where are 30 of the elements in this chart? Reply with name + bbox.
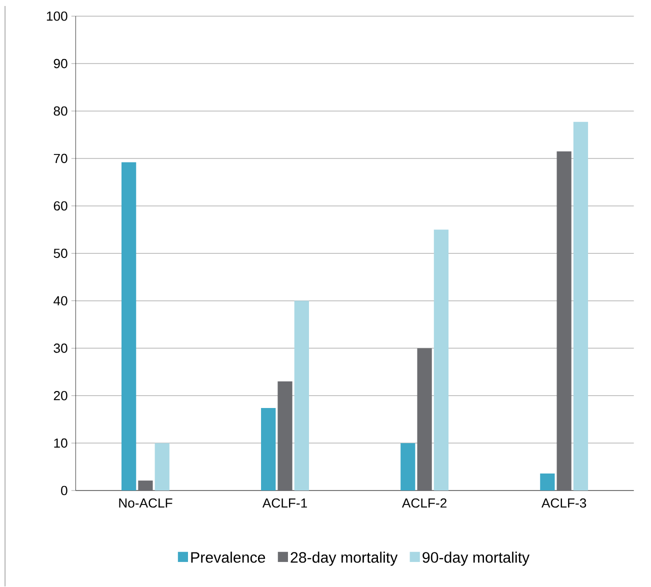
y-tick-label: 50 — [54, 248, 68, 258]
legend-label: 28-day mortality — [290, 552, 398, 566]
y-tick-label: 40 — [54, 296, 68, 306]
x-tick-label: ACLF-3 — [542, 498, 586, 508]
bar — [573, 122, 588, 491]
y-tick-label: 30 — [54, 344, 68, 353]
bar — [540, 473, 555, 491]
bar — [278, 381, 292, 491]
x-tick-label: No-ACLF — [119, 498, 172, 508]
bar — [417, 348, 432, 491]
y-tick-label: 60 — [54, 201, 68, 211]
y-tick-label: 90 — [54, 58, 68, 68]
bar — [556, 151, 572, 491]
y-tick-label: 80 — [54, 106, 68, 116]
y-tick-label: 100 — [46, 12, 68, 21]
y-tick-label: 70 — [54, 154, 68, 164]
x-tick-label: ACLF-2 — [402, 498, 446, 508]
legend-label: 90-day mortality — [422, 552, 530, 566]
y-tick-label: 20 — [54, 391, 68, 400]
y-tick-label: 10 — [54, 438, 68, 448]
legend-label: Prevalence — [191, 552, 266, 563]
bar — [434, 230, 449, 491]
bar — [261, 408, 276, 491]
bar — [154, 443, 170, 491]
bar — [138, 480, 153, 491]
bar — [400, 443, 416, 491]
bar — [294, 300, 309, 491]
y-tick-label: 0 — [61, 486, 68, 496]
bar — [121, 162, 136, 491]
x-tick-label: ACLF-1 — [262, 498, 307, 508]
